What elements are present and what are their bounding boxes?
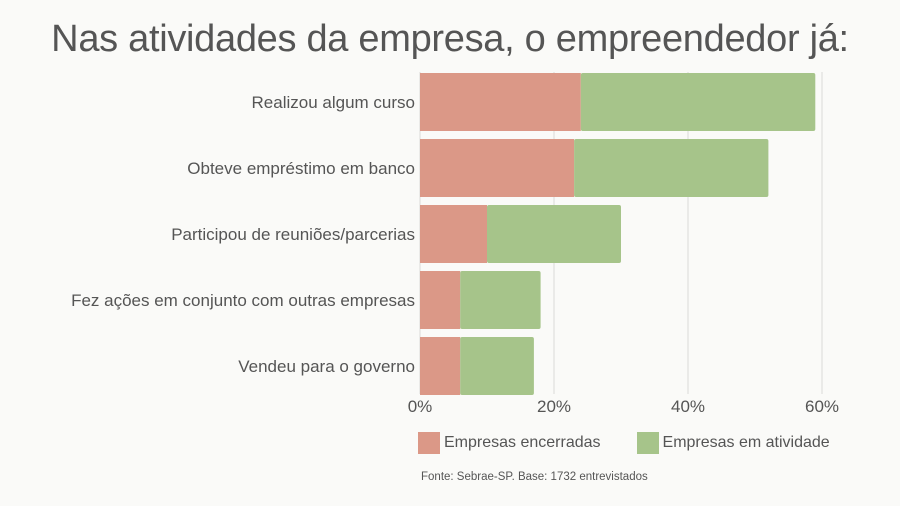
bar-encerradas [420, 205, 487, 263]
bar-encerradas [420, 139, 575, 197]
x-axis-ticks: 0% 20% 40% 60% [408, 397, 839, 416]
source-note: Fonte: Sebrae-SP. Base: 1732 entrevistad… [421, 471, 648, 483]
x-tick-label: 40% [671, 397, 705, 416]
category-label: Realizou algum curso [252, 93, 415, 112]
bar-atividade [460, 337, 534, 395]
x-tick-label: 0% [408, 397, 433, 416]
legend-item-atividade: Empresas em atividade [636, 432, 830, 454]
bars [420, 73, 816, 395]
legend-label-atividade: Empresas em atividade [662, 434, 830, 451]
bar-encerradas [420, 337, 461, 395]
chart-title: Nas atividades da empresa, o empreendedo… [51, 18, 849, 60]
category-label: Participou de reuniões/parcerias [171, 225, 415, 244]
x-tick-label: 60% [805, 397, 839, 416]
legend-item-encerradas: Empresas encerradas [418, 432, 601, 454]
bar-atividade [487, 205, 621, 263]
category-label: Obteve empréstimo em banco [187, 159, 415, 178]
bar-encerradas [420, 271, 461, 329]
x-tick-label: 20% [537, 397, 571, 416]
legend-swatch-atividade [636, 432, 659, 454]
category-labels: Realizou algum curso Obteve empréstimo em… [71, 93, 415, 376]
bar-atividade [580, 73, 816, 131]
bar-atividade [574, 139, 769, 197]
category-label: Fez ações em conjunto com outras empresa… [71, 291, 415, 310]
category-label: Vendeu para o governo [238, 357, 415, 376]
bar-encerradas [420, 73, 581, 131]
legend-label-encerradas: Empresas encerradas [444, 434, 601, 451]
legend-swatch-encerradas [418, 432, 440, 454]
legend: Empresas encerradas Empresas em atividad… [418, 432, 830, 454]
bar-atividade [460, 271, 541, 329]
